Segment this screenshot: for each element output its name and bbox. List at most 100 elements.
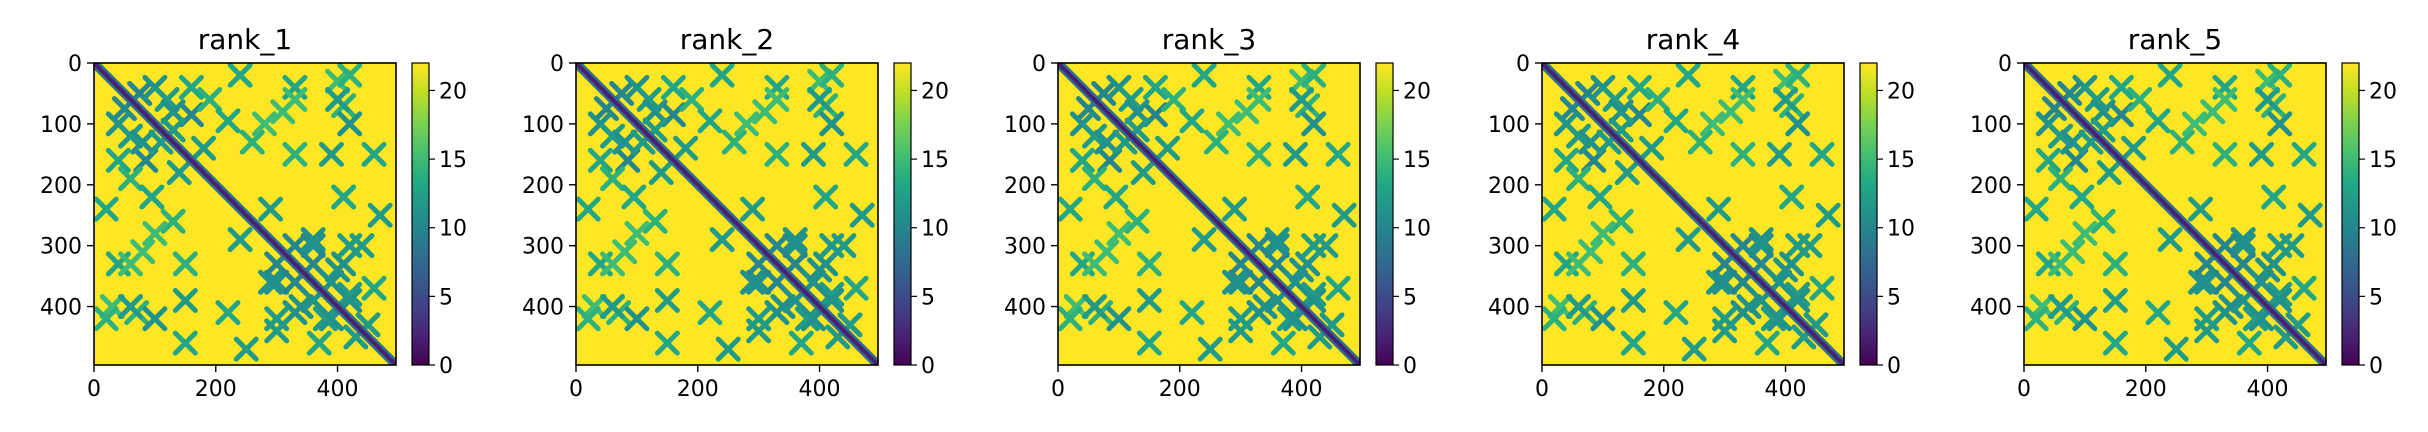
contact-mark: [118, 123, 144, 149]
contact-mark: [166, 160, 192, 186]
diagonal-line: [1542, 63, 1844, 365]
contact-mark: [1106, 74, 1132, 100]
contact-mark: [2194, 269, 2220, 295]
contact-mark: [1203, 129, 1229, 155]
contact-mark: [624, 220, 650, 246]
contact-mark: [1246, 87, 1272, 113]
contact-mark: [258, 269, 284, 295]
contact-mark: [807, 257, 833, 283]
contact-mark: [172, 287, 198, 313]
y-tick-label: 100: [1004, 113, 1046, 138]
contact-mark: [178, 74, 204, 100]
contact-mark: [105, 111, 131, 137]
colorbar-tick-label: 15: [439, 148, 467, 173]
contact-mark: [300, 233, 326, 259]
contact-mark: [1566, 294, 1592, 320]
colorbar-tick-label: 10: [1403, 217, 1431, 242]
axes-frame: [1057, 62, 1361, 366]
contact-mark: [576, 306, 601, 332]
heatmap-area: [1058, 63, 1360, 365]
contact-mark: [215, 108, 241, 134]
contact-mark: [2230, 227, 2256, 253]
contact-mark: [1082, 166, 1108, 192]
panel-rank_3: rank_3 0 200 400 0 100 200 300 400 0 5 10 15 20: [1004, 23, 1431, 402]
colorbar-tick-label: 20: [2369, 79, 2397, 104]
contact-mark: [2248, 141, 2274, 167]
y-tick-label: 100: [40, 113, 82, 138]
contact-mark: [1620, 251, 1646, 277]
contact-mark: [1639, 135, 1665, 161]
chart-title: rank_1: [198, 23, 292, 56]
contact-mark: [679, 87, 705, 113]
contact-mark: [306, 330, 332, 356]
contact-mark: [1785, 111, 1811, 137]
contact-mark: [1706, 196, 1732, 222]
contact-mark: [1197, 336, 1223, 362]
y-tick-label: 300: [40, 235, 82, 260]
contact-mark: [654, 287, 680, 313]
y-tick-label: 200: [1488, 174, 1530, 199]
contact-mark: [367, 202, 393, 228]
colorbar-tick-label: 15: [2369, 148, 2397, 173]
contact-mark: [118, 166, 144, 192]
contact-mark: [697, 108, 723, 134]
contact-mark: [673, 135, 699, 161]
y-tick-label: 100: [1488, 113, 1530, 138]
contact-mark: [2121, 135, 2147, 161]
contact-mark: [264, 306, 290, 332]
diagonal-line: [576, 63, 878, 365]
contact-mark: [191, 135, 217, 161]
y-tick-label: 300: [522, 235, 564, 260]
contact-mark: [160, 208, 186, 234]
colorbar-tick-label: 10: [439, 217, 467, 242]
contact-mark: [139, 184, 165, 210]
contact-mark: [1222, 269, 1248, 295]
colorbar-tick-label: 5: [921, 285, 935, 310]
contact-mark: [312, 306, 338, 332]
contact-mark: [600, 294, 626, 320]
contact-mark: [2255, 68, 2281, 94]
contact-mark: [1566, 123, 1592, 149]
contact-mark: [2084, 87, 2110, 113]
contact-mark: [1069, 111, 1095, 137]
contact-mark: [1191, 227, 1217, 253]
colorbar-tick-label: 10: [921, 217, 949, 242]
contact-mark: [160, 99, 186, 125]
contact-mark: [1542, 306, 1567, 332]
contact-mark: [2048, 123, 2074, 149]
contact-mark: [2267, 281, 2293, 307]
contact-mark: [2035, 111, 2061, 137]
contact-mark: [1736, 294, 1762, 320]
contact-mark: [2096, 160, 2122, 186]
contact-mark: [1155, 135, 1181, 161]
heatmap-area: [94, 63, 396, 365]
y-tick-label: 0: [550, 52, 564, 77]
axes-frame: [93, 62, 397, 366]
contact-mark: [1645, 87, 1671, 113]
contact-mark: [1295, 184, 1321, 210]
contact-mark: [2145, 300, 2171, 326]
contact-mark: [1161, 87, 1187, 113]
contact-mark: [794, 306, 820, 332]
contact-mark: [172, 330, 198, 356]
y-tick-label: 200: [1004, 174, 1046, 199]
contact-mark: [1699, 111, 1725, 137]
y-tick-label: 0: [1516, 52, 1530, 77]
colorbar-tick-label: 15: [1403, 148, 1431, 173]
contact-mark: [654, 330, 680, 356]
y-tick-label: 0: [68, 52, 82, 77]
contact-mark: [2236, 330, 2262, 356]
contact-mark: [770, 294, 796, 320]
contact-mark: [733, 111, 759, 137]
contact-mark: [721, 129, 747, 155]
contact-mark: [1282, 141, 1308, 167]
contact-mark: [142, 74, 168, 100]
contact-mark: [709, 63, 735, 88]
contact-mark: [1730, 87, 1756, 113]
y-tick-label: 400: [1004, 296, 1046, 321]
contact-mark: [1566, 251, 1592, 277]
contact-mark: [1191, 63, 1217, 88]
contact-mark: [300, 227, 326, 253]
contact-mark: [1785, 63, 1811, 88]
x-tick-label: 0: [87, 377, 101, 402]
